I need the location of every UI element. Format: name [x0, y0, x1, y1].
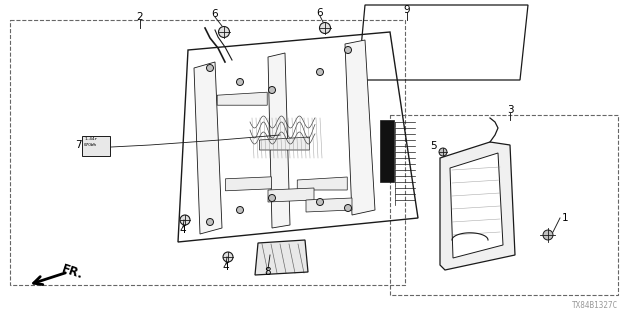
- Circle shape: [344, 46, 351, 53]
- Text: 6: 6: [317, 8, 323, 18]
- Polygon shape: [306, 198, 352, 212]
- Text: FR.: FR.: [60, 262, 85, 282]
- Circle shape: [439, 148, 447, 156]
- Bar: [82, 136, 110, 156]
- Polygon shape: [268, 188, 314, 202]
- Text: TX84B1327C: TX84B1327C: [572, 301, 618, 310]
- Text: 4: 4: [223, 262, 229, 272]
- Circle shape: [207, 219, 214, 226]
- Circle shape: [180, 215, 190, 225]
- Circle shape: [207, 65, 214, 71]
- Text: 1-44r: 1-44r: [84, 137, 97, 141]
- Text: 7: 7: [75, 140, 81, 150]
- Text: 2: 2: [137, 12, 143, 22]
- Text: 1: 1: [562, 213, 568, 223]
- Text: 07OWh: 07OWh: [84, 143, 97, 147]
- Polygon shape: [268, 53, 290, 228]
- Circle shape: [223, 252, 233, 262]
- Text: 8: 8: [265, 267, 271, 277]
- Circle shape: [344, 204, 351, 212]
- Polygon shape: [440, 142, 515, 270]
- Text: 9: 9: [404, 5, 410, 15]
- Circle shape: [237, 206, 243, 213]
- Circle shape: [319, 22, 330, 34]
- Polygon shape: [194, 62, 222, 234]
- Bar: [380, 120, 394, 182]
- Text: 4: 4: [180, 225, 186, 235]
- Text: 6: 6: [212, 9, 218, 19]
- Circle shape: [269, 86, 275, 93]
- Circle shape: [543, 230, 553, 240]
- Polygon shape: [225, 177, 271, 191]
- Circle shape: [269, 195, 275, 202]
- Polygon shape: [297, 177, 348, 190]
- Circle shape: [317, 68, 323, 76]
- Polygon shape: [217, 92, 268, 105]
- Polygon shape: [345, 40, 375, 215]
- Polygon shape: [450, 153, 503, 258]
- Polygon shape: [259, 137, 310, 150]
- Circle shape: [237, 78, 243, 85]
- Circle shape: [218, 27, 230, 37]
- Text: 3: 3: [507, 105, 513, 115]
- Text: 5: 5: [429, 141, 436, 151]
- Polygon shape: [255, 240, 308, 275]
- Circle shape: [317, 198, 323, 205]
